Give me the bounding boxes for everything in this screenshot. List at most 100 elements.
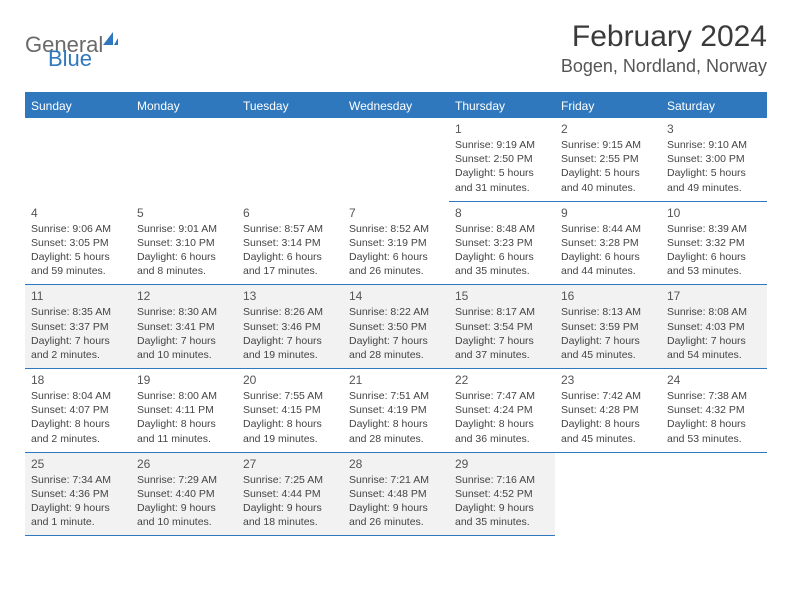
sunrise-text: Sunrise: 7:29 AM	[137, 473, 231, 487]
daylight-text-1: Daylight: 7 hours	[31, 334, 125, 348]
day-info: Sunrise: 8:13 AMSunset: 3:59 PMDaylight:…	[561, 305, 655, 362]
calendar-cell: 21Sunrise: 7:51 AMSunset: 4:19 PMDayligh…	[343, 369, 449, 453]
daylight-text-1: Daylight: 9 hours	[455, 501, 549, 515]
day-info: Sunrise: 8:39 AMSunset: 3:32 PMDaylight:…	[667, 222, 761, 279]
calendar-cell: 15Sunrise: 8:17 AMSunset: 3:54 PMDayligh…	[449, 285, 555, 369]
day-number: 16	[561, 289, 655, 303]
weekday-sunday: Sunday	[25, 94, 131, 118]
daylight-text-2: and 26 minutes.	[349, 515, 443, 529]
daylight-text-2: and 37 minutes.	[455, 348, 549, 362]
page-header: General February 2024 Bogen, Nordland, N…	[25, 20, 767, 77]
calendar-cell: 24Sunrise: 7:38 AMSunset: 4:32 PMDayligh…	[661, 369, 767, 453]
daylight-text-1: Daylight: 9 hours	[137, 501, 231, 515]
day-info: Sunrise: 8:35 AMSunset: 3:37 PMDaylight:…	[31, 305, 125, 362]
sunset-text: Sunset: 2:50 PM	[455, 152, 549, 166]
daylight-text-2: and 59 minutes.	[31, 264, 125, 278]
day-info: Sunrise: 7:25 AMSunset: 4:44 PMDaylight:…	[243, 473, 337, 530]
sunset-text: Sunset: 4:44 PM	[243, 487, 337, 501]
daylight-text-2: and 19 minutes.	[243, 432, 337, 446]
sunrise-text: Sunrise: 7:21 AM	[349, 473, 443, 487]
sunset-text: Sunset: 3:10 PM	[137, 236, 231, 250]
day-info: Sunrise: 8:08 AMSunset: 4:03 PMDaylight:…	[667, 305, 761, 362]
daylight-text-1: Daylight: 9 hours	[31, 501, 125, 515]
day-info: Sunrise: 7:16 AMSunset: 4:52 PMDaylight:…	[455, 473, 549, 530]
sunrise-text: Sunrise: 8:26 AM	[243, 305, 337, 319]
day-number: 20	[243, 373, 337, 387]
weekday-thursday: Thursday	[449, 94, 555, 118]
sunset-text: Sunset: 2:55 PM	[561, 152, 655, 166]
day-number: 7	[349, 206, 443, 220]
daylight-text-1: Daylight: 6 hours	[243, 250, 337, 264]
calendar-cell: 19Sunrise: 8:00 AMSunset: 4:11 PMDayligh…	[131, 369, 237, 453]
day-info: Sunrise: 8:00 AMSunset: 4:11 PMDaylight:…	[137, 389, 231, 446]
calendar-cell: 22Sunrise: 7:47 AMSunset: 4:24 PMDayligh…	[449, 369, 555, 453]
sunrise-text: Sunrise: 7:55 AM	[243, 389, 337, 403]
month-title: February 2024	[561, 20, 767, 54]
sunset-text: Sunset: 3:23 PM	[455, 236, 549, 250]
weekday-friday: Friday	[555, 94, 661, 118]
sunset-text: Sunset: 4:03 PM	[667, 320, 761, 334]
calendar-cell-empty	[661, 453, 767, 537]
day-number: 8	[455, 206, 549, 220]
sunset-text: Sunset: 4:48 PM	[349, 487, 443, 501]
calendar-cell: 17 Sunrise: 8:08 AMSunset: 4:03 PMDayligh…	[661, 285, 767, 369]
calendar-cell: 1Sunrise: 9:19 AMSunset: 2:50 PMDaylight…	[449, 118, 555, 202]
day-number: 25	[31, 457, 125, 471]
day-info: Sunrise: 8:57 AMSunset: 3:14 PMDaylight:…	[243, 222, 337, 279]
daylight-text-2: and 8 minutes.	[137, 264, 231, 278]
calendar-cell: 6 Sunrise: 8:57 AMSunset: 3:14 PMDaylight…	[237, 202, 343, 286]
calendar: Sunday Monday Tuesday Wednesday Thursday…	[25, 92, 767, 536]
daylight-text-2: and 19 minutes.	[243, 348, 337, 362]
sunrise-text: Sunrise: 8:44 AM	[561, 222, 655, 236]
calendar-cell: 11 Sunrise: 8:35 AMSunset: 3:37 PMDayligh…	[25, 285, 131, 369]
daylight-text-2: and 35 minutes.	[455, 264, 549, 278]
daylight-text-2: and 26 minutes.	[349, 264, 443, 278]
day-number: 28	[349, 457, 443, 471]
sunset-text: Sunset: 4:24 PM	[455, 403, 549, 417]
sunrise-text: Sunrise: 8:13 AM	[561, 305, 655, 319]
daylight-text-2: and 45 minutes.	[561, 348, 655, 362]
daylight-text-2: and 10 minutes.	[137, 515, 231, 529]
day-info: Sunrise: 9:01 AMSunset: 3:10 PMDaylight:…	[137, 222, 231, 279]
day-info: Sunrise: 7:47 AMSunset: 4:24 PMDaylight:…	[455, 389, 549, 446]
sunset-text: Sunset: 4:36 PM	[31, 487, 125, 501]
sunset-text: Sunset: 4:32 PM	[667, 403, 761, 417]
weekday-tuesday: Tuesday	[237, 94, 343, 118]
daylight-text-2: and 10 minutes.	[137, 348, 231, 362]
daylight-text-1: Daylight: 5 hours	[455, 166, 549, 180]
day-number: 21	[349, 373, 443, 387]
day-info: Sunrise: 9:15 AMSunset: 2:55 PMDaylight:…	[561, 138, 655, 195]
daylight-text-1: Daylight: 5 hours	[667, 166, 761, 180]
day-info: Sunrise: 8:22 AMSunset: 3:50 PMDaylight:…	[349, 305, 443, 362]
logo-text-blue: Blue	[48, 46, 92, 71]
daylight-text-1: Daylight: 8 hours	[455, 417, 549, 431]
day-info: Sunrise: 7:42 AMSunset: 4:28 PMDaylight:…	[561, 389, 655, 446]
daylight-text-2: and 2 minutes.	[31, 432, 125, 446]
day-number: 17	[667, 289, 761, 303]
daylight-text-1: Daylight: 7 hours	[349, 334, 443, 348]
sunset-text: Sunset: 4:28 PM	[561, 403, 655, 417]
calendar-page: General February 2024 Bogen, Nordland, N…	[0, 0, 792, 556]
calendar-cell: 9Sunrise: 8:44 AMSunset: 3:28 PMDaylight…	[555, 202, 661, 286]
day-number: 6	[243, 206, 337, 220]
sunset-text: Sunset: 3:05 PM	[31, 236, 125, 250]
calendar-cell: 13Sunrise: 8:26 AMSunset: 3:46 PMDayligh…	[237, 285, 343, 369]
day-number: 29	[455, 457, 549, 471]
day-number: 14	[349, 289, 443, 303]
sunrise-text: Sunrise: 9:01 AM	[137, 222, 231, 236]
day-number: 11	[31, 289, 125, 303]
day-number: 27	[243, 457, 337, 471]
sunrise-text: Sunrise: 7:47 AM	[455, 389, 549, 403]
daylight-text-2: and 1 minute.	[31, 515, 125, 529]
daylight-text-2: and 18 minutes.	[243, 515, 337, 529]
sunset-text: Sunset: 4:52 PM	[455, 487, 549, 501]
daylight-text-2: and 44 minutes.	[561, 264, 655, 278]
daylight-text-2: and 2 minutes.	[31, 348, 125, 362]
daylight-text-1: Daylight: 8 hours	[561, 417, 655, 431]
title-block: February 2024 Bogen, Nordland, Norway	[561, 20, 767, 77]
daylight-text-1: Daylight: 7 hours	[561, 334, 655, 348]
daylight-text-1: Daylight: 7 hours	[137, 334, 231, 348]
daylight-text-1: Daylight: 6 hours	[349, 250, 443, 264]
sunset-text: Sunset: 4:07 PM	[31, 403, 125, 417]
daylight-text-2: and 45 minutes.	[561, 432, 655, 446]
